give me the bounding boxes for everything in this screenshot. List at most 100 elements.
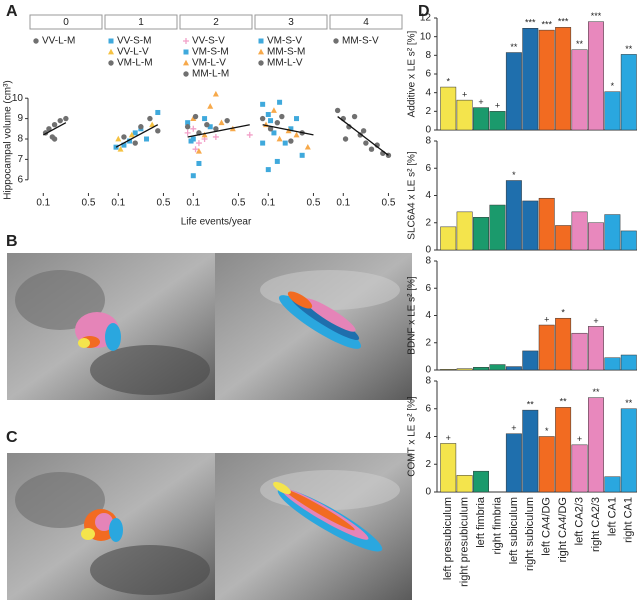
point — [299, 152, 305, 158]
legend-marker — [108, 38, 114, 44]
significance-label: + — [446, 433, 451, 443]
point — [201, 131, 208, 138]
bar — [555, 317, 572, 371]
bar — [588, 397, 604, 493]
legend-marker — [258, 48, 264, 55]
bar — [440, 443, 457, 493]
legend-label: VV-L-V — [117, 47, 149, 58]
y-tick-label: 0 — [425, 125, 431, 136]
point — [265, 112, 271, 118]
x-tick-label: 0.1 — [261, 198, 275, 209]
y-tick-label: 8 — [425, 50, 431, 61]
significance-label: *** — [591, 11, 602, 21]
y-axis-label: COMT x LE s² [%] — [407, 396, 418, 477]
y-tick-label: 8 — [17, 134, 23, 145]
y-axis-label: Additive x LE s² [%] — [407, 30, 418, 117]
point — [213, 126, 219, 132]
facet-header — [329, 14, 403, 30]
point — [260, 140, 266, 146]
bar — [522, 409, 539, 493]
bar — [538, 29, 555, 131]
facet-header — [104, 14, 178, 30]
y-tick-label: 4 — [425, 310, 431, 321]
legend-label: MM-S-V — [342, 36, 379, 47]
point — [184, 129, 191, 136]
bar — [555, 407, 572, 493]
fit-line — [115, 124, 159, 148]
mri-panel-c — [7, 453, 412, 600]
legend-marker — [183, 38, 189, 44]
x-tick-label: 0.1 — [111, 198, 125, 209]
significance-label: * — [611, 81, 615, 91]
point — [190, 173, 196, 179]
facet-header — [29, 14, 103, 30]
bar — [620, 408, 637, 493]
point — [268, 118, 274, 124]
y-tick-label: 0 — [425, 365, 431, 376]
y-tick-label: 8 — [425, 136, 431, 147]
point — [128, 131, 135, 138]
y-tick-label: 10 — [420, 31, 432, 42]
x-tick-label: left subiculum — [508, 497, 520, 564]
bar — [473, 367, 490, 371]
legend-label: VM-L-V — [192, 58, 226, 69]
point — [190, 125, 197, 132]
legend-label: MM-L-M — [192, 69, 229, 80]
panel-label: C — [6, 429, 18, 446]
point — [271, 130, 277, 136]
y-tick-label: 8 — [425, 256, 431, 267]
facet-title: 1 — [138, 17, 144, 28]
bar — [522, 28, 539, 131]
y-tick-label: 8 — [425, 376, 431, 387]
bar — [440, 369, 457, 371]
point — [342, 136, 349, 142]
point — [267, 126, 274, 132]
legend-marker — [33, 38, 39, 44]
point — [115, 135, 122, 142]
x-tick-label: left CA2/3 — [573, 497, 585, 545]
x-tick-label: 0.1 — [186, 198, 200, 209]
point — [334, 107, 341, 114]
point — [185, 120, 191, 126]
point — [218, 119, 225, 126]
legend-marker — [258, 60, 264, 66]
bar — [489, 364, 506, 371]
bar — [440, 86, 457, 131]
point — [121, 134, 127, 140]
legend-label: VV-L-M — [42, 36, 75, 47]
point — [260, 101, 266, 107]
point — [121, 142, 127, 148]
significance-label: + — [495, 101, 500, 111]
point — [149, 121, 156, 128]
bar — [522, 350, 539, 371]
point — [132, 130, 138, 136]
point — [304, 143, 311, 150]
point — [368, 146, 375, 152]
legend-label: VM-L-M — [117, 58, 153, 69]
y-tick-label: 6 — [17, 174, 23, 185]
significance-label: ** — [625, 398, 633, 408]
legend-marker — [183, 71, 189, 77]
bar — [620, 230, 637, 251]
x-tick-label: 0.1 — [36, 198, 50, 209]
bar — [538, 324, 555, 371]
y-tick-label: 6 — [425, 283, 431, 294]
y-tick-label: 2 — [425, 217, 431, 228]
bar — [555, 27, 572, 131]
legend-marker — [333, 38, 339, 44]
significance-label: + — [577, 434, 582, 444]
bar — [505, 180, 522, 251]
point — [188, 138, 194, 144]
point — [46, 126, 52, 132]
x-tick-label: 0.5 — [381, 198, 395, 209]
point — [274, 119, 281, 126]
point — [207, 124, 213, 130]
significance-label: *** — [525, 18, 536, 28]
legend-label: VM-S-M — [192, 47, 229, 58]
bar — [620, 354, 637, 371]
facet-title: 0 — [63, 17, 69, 28]
bar — [456, 368, 473, 371]
y-tick-label: 10 — [12, 93, 24, 104]
significance-label: * — [446, 76, 450, 86]
x-tick-label: left fimbria — [475, 496, 487, 548]
